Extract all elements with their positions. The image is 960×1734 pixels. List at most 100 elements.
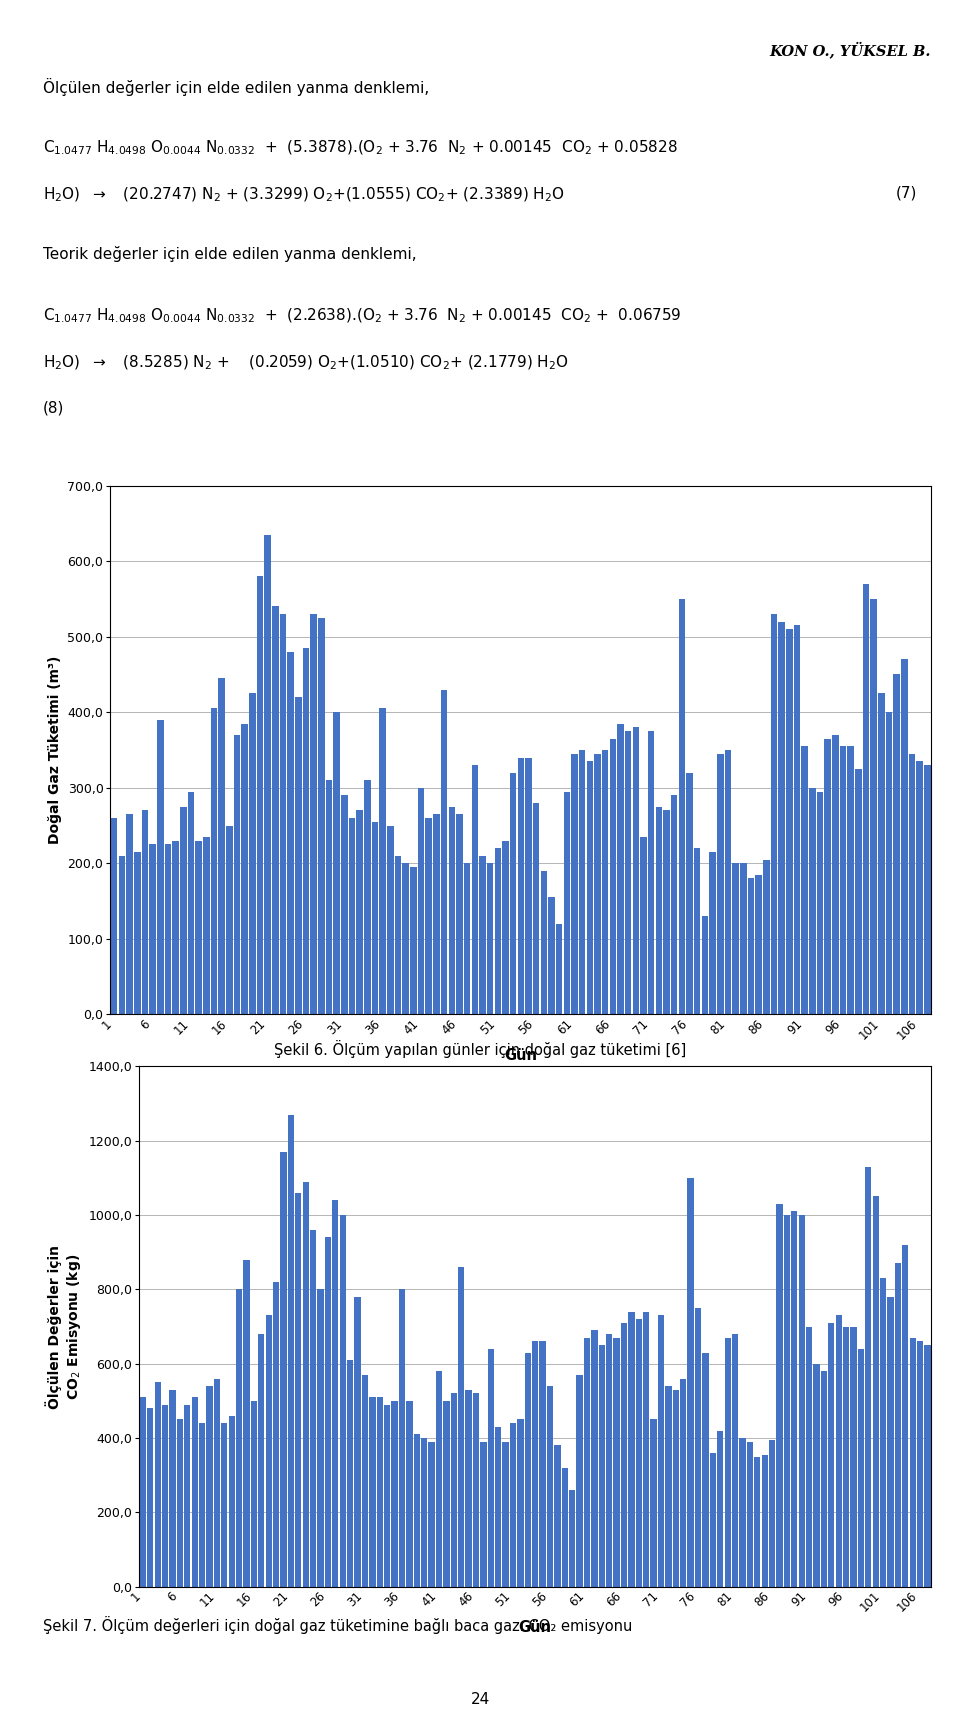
Bar [606, 1333, 612, 1587]
Bar [599, 1346, 605, 1587]
Bar [157, 720, 163, 1014]
Bar [848, 746, 853, 1014]
Bar [251, 1401, 257, 1587]
Bar [487, 864, 493, 1014]
Bar [192, 1398, 198, 1587]
Bar [402, 864, 409, 1014]
Bar [228, 1415, 235, 1587]
Bar [473, 1394, 479, 1587]
Bar [591, 1330, 597, 1587]
Bar [180, 806, 186, 1014]
Bar [333, 713, 340, 1014]
Bar [264, 534, 271, 1014]
Bar [633, 727, 639, 1014]
Bar [740, 864, 747, 1014]
Bar [471, 765, 478, 1014]
Bar [717, 1431, 724, 1587]
Bar [379, 709, 386, 1014]
Bar [564, 791, 570, 1014]
Bar [909, 754, 915, 1014]
Bar [147, 1408, 154, 1587]
Bar [703, 1353, 708, 1587]
Bar [302, 649, 309, 1014]
Bar [924, 1346, 930, 1587]
Bar [680, 1379, 686, 1587]
Bar [418, 787, 424, 1014]
Bar [155, 1382, 161, 1587]
Bar [341, 796, 348, 1014]
Text: Teorik değerler için elde edilen yanma denklemi,: Teorik değerler için elde edilen yanma d… [43, 246, 417, 262]
Bar [279, 614, 286, 1014]
Bar [579, 749, 586, 1014]
Bar [236, 1290, 242, 1587]
Bar [302, 1181, 309, 1587]
Text: (8): (8) [43, 401, 64, 416]
Text: KON O., YÜKSEL B.: KON O., YÜKSEL B. [770, 42, 931, 59]
Bar [835, 1316, 842, 1587]
Bar [554, 1446, 561, 1587]
Bar [218, 678, 225, 1014]
Bar [258, 1333, 264, 1587]
Bar [376, 1398, 383, 1587]
Bar [444, 1401, 449, 1587]
Bar [540, 1342, 545, 1587]
Bar [414, 1434, 420, 1587]
Bar [756, 874, 762, 1014]
Bar [747, 1441, 753, 1587]
Bar [347, 1359, 353, 1587]
Bar [348, 818, 355, 1014]
Bar [679, 598, 685, 1014]
Bar [576, 1375, 583, 1587]
Bar [458, 1268, 465, 1587]
Bar [370, 1398, 375, 1587]
Bar [162, 1405, 168, 1587]
Bar [150, 844, 156, 1014]
Bar [466, 1389, 471, 1587]
Bar [324, 1238, 331, 1587]
Bar [318, 1290, 324, 1587]
Bar [786, 629, 793, 1014]
Bar [480, 1441, 487, 1587]
Bar [556, 924, 563, 1014]
Bar [671, 796, 678, 1014]
Bar [687, 1177, 694, 1587]
Bar [610, 739, 616, 1014]
Bar [398, 1290, 405, 1587]
Bar [794, 626, 801, 1014]
Bar [628, 1311, 635, 1587]
Bar [295, 1193, 301, 1587]
Bar [318, 617, 324, 1014]
Bar [195, 841, 202, 1014]
Bar [356, 810, 363, 1014]
Text: Ölçülen değerler için elde edilen yanma denklemi,: Ölçülen değerler için elde edilen yanma … [43, 78, 429, 95]
Text: (7): (7) [896, 186, 917, 201]
Bar [828, 1323, 834, 1587]
Bar [364, 780, 371, 1014]
Bar [169, 1389, 176, 1587]
Bar [771, 614, 778, 1014]
Bar [871, 598, 876, 1014]
Bar [755, 1457, 760, 1587]
Bar [748, 879, 755, 1014]
Bar [709, 1453, 716, 1587]
Bar [448, 806, 455, 1014]
Bar [165, 844, 171, 1014]
Bar [479, 857, 486, 1014]
Bar [621, 1323, 627, 1587]
Text: 24: 24 [470, 1692, 490, 1706]
Bar [821, 1372, 827, 1587]
Bar [502, 1441, 509, 1587]
Bar [244, 1259, 250, 1587]
Bar [395, 857, 401, 1014]
Bar [340, 1216, 346, 1587]
Bar [510, 1424, 516, 1587]
Bar [571, 754, 578, 1014]
Bar [594, 754, 601, 1014]
Bar [602, 749, 609, 1014]
Bar [450, 1394, 457, 1587]
Bar [428, 1441, 435, 1587]
Bar [673, 1389, 679, 1587]
Text: C$_{1.0477}$ H$_{4.0498}$ O$_{0.0044}$ N$_{0.0332}$  +  (5.3878).(O$_2$ + 3.76  : C$_{1.0477}$ H$_{4.0498}$ O$_{0.0044}$ N… [43, 139, 678, 158]
Bar [206, 1385, 213, 1587]
Text: H$_2$O)  $\rightarrow$   (8.5285) N$_2$ +    (0.2059) O$_2$+(1.0510) CO$_2$+ (2.: H$_2$O) $\rightarrow$ (8.5285) N$_2$ + (… [43, 354, 569, 373]
